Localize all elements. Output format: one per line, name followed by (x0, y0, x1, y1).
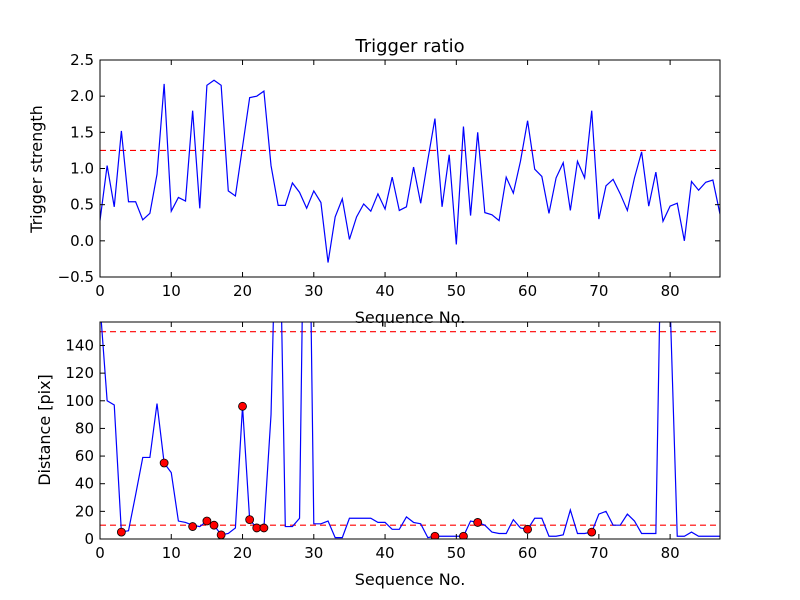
bottom-marker-point (159, 458, 169, 468)
bottom-x-tick-label: 40 (376, 544, 395, 562)
top-y-axis-label: Trigger strength (27, 105, 46, 234)
bottom-x-tick-label: 20 (233, 544, 252, 562)
bottom-marker-point (459, 531, 468, 539)
bottom-y-tick-label: 60 (75, 447, 94, 465)
bottom-y-tick-label: 140 (65, 336, 94, 354)
bottom-marker-point (188, 522, 198, 531)
top-ticks: 0 10 20 30 40 50 60 70 80 −0.5 0.0 0.5 1.0 1.5 2.0 2.5 (58, 51, 720, 300)
bottom-marker-point (473, 518, 483, 527)
top-y-tick-label: −0.5 (58, 268, 94, 286)
top-x-tick-label: 0 (95, 282, 105, 300)
top-x-tick-label: 70 (589, 282, 608, 300)
distance-chart: 0 10 20 30 40 50 60 70 80 0 20 40 60 80 100 120 140 Sequ… (35, 321, 721, 589)
top-x-tick-label: 60 (518, 282, 537, 300)
bottom-series-line (100, 322, 720, 539)
top-x-tick-label: 10 (162, 282, 181, 300)
chart-title: Trigger ratio (354, 36, 464, 57)
top-x-tick-label: 40 (376, 282, 395, 300)
top-x-tick-label: 80 (661, 282, 680, 300)
bottom-marker-point (202, 516, 212, 526)
bottom-y-axis-label: Distance [pix] (35, 374, 54, 486)
top-y-tick-label: 2.0 (70, 87, 94, 105)
bottom-y-tick-label: 40 (75, 475, 94, 493)
top-y-tick-label: 0.5 (70, 196, 94, 214)
bottom-marker-point (587, 527, 597, 537)
bottom-marker-point (116, 527, 126, 537)
bottom-plot-area (100, 322, 720, 539)
bottom-ticks: 0 10 20 30 40 50 60 70 80 0 20 40 60 80 100 120 140 (65, 322, 720, 562)
bottom-x-tick-label: 60 (518, 544, 537, 562)
bottom-marker-point (523, 524, 532, 534)
bottom-axes-frame (99, 321, 721, 540)
bottom-marker-point (245, 515, 255, 525)
bottom-y-tick-label: 100 (65, 392, 94, 410)
bottom-y-tick-label: 80 (75, 419, 94, 437)
bottom-x-tick-label: 30 (304, 544, 323, 562)
top-x-axis-label: Sequence No. (355, 308, 466, 327)
bottom-marker-point (259, 523, 269, 533)
bottom-marker-point (216, 530, 226, 539)
top-x-tick-label: 20 (233, 282, 252, 300)
trigger-ratio-chart: Trigger ratio 0 10 20 30 40 50 60 70 80 −0.5 0.0 0.… (27, 36, 721, 327)
bottom-x-tick-label: 70 (589, 544, 608, 562)
bottom-y-tick-label: 120 (65, 364, 94, 382)
bottom-x-tick-label: 10 (162, 544, 181, 562)
top-y-tick-label: 1.0 (70, 160, 94, 178)
bottom-marker-point (238, 401, 247, 411)
bottom-y-tick-label: 20 (75, 502, 94, 520)
bottom-marker-point (209, 520, 219, 530)
bottom-x-tick-label: 50 (447, 544, 466, 562)
top-y-tick-label: 0.0 (70, 232, 94, 250)
bottom-y-tick-label: 0 (84, 530, 94, 548)
top-x-tick-label: 30 (304, 282, 323, 300)
bottom-x-tick-label: 0 (95, 544, 105, 562)
top-series-line (100, 79, 720, 263)
bottom-marker-point (430, 531, 440, 539)
top-plot-area (100, 79, 720, 263)
top-y-tick-label: 2.5 (70, 51, 94, 69)
top-y-tick-label: 1.5 (70, 123, 94, 141)
bottom-x-tick-label: 80 (661, 544, 680, 562)
bottom-x-axis-label: Sequence No. (355, 570, 466, 589)
top-x-tick-label: 50 (447, 282, 466, 300)
